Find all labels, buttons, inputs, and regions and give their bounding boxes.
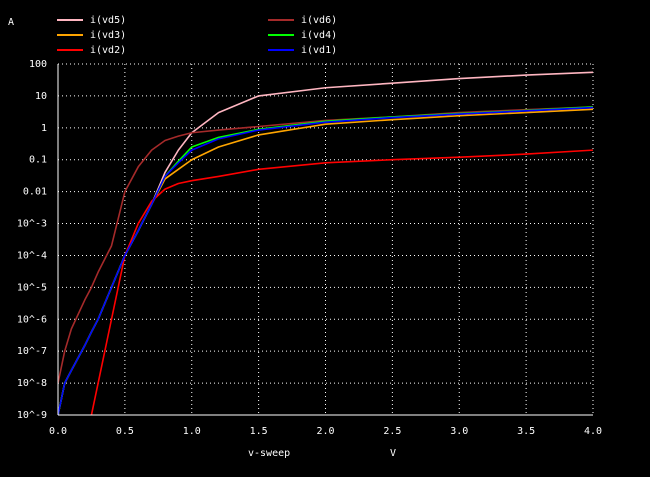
x-tick-label: 1.5 [250, 426, 268, 437]
x-axis-label: v-sweep [248, 448, 290, 459]
x-tick-label: 1.0 [183, 426, 201, 437]
legend-label: i(vd1) [301, 45, 337, 56]
series-line [90, 149, 593, 415]
axes [57, 64, 593, 416]
y-tick-label: 10^-8 [17, 378, 47, 389]
y-tick-label: 10^-4 [17, 250, 47, 261]
legend-label: i(vd4) [301, 30, 337, 41]
x-axis-unit: V [390, 448, 396, 459]
x-tick-label: 4.0 [584, 426, 602, 437]
y-tick-label: 10^-6 [17, 314, 47, 325]
x-tick-label: 3.5 [517, 426, 535, 437]
series-line [58, 106, 593, 415]
x-tick-label: 0.0 [49, 426, 67, 437]
legend-label: i(vd2) [90, 45, 126, 56]
plot-lines [58, 71, 593, 415]
y-tick-label: 10^-5 [17, 282, 47, 293]
grid [57, 63, 594, 416]
legend-label: i(vd5) [90, 15, 126, 26]
y-tick-label: 10 [35, 91, 47, 102]
y-tick-label: 10^-3 [17, 219, 47, 230]
y-tick-label: 10^-9 [17, 410, 47, 421]
x-tick-label: 3.0 [450, 426, 468, 437]
y-tick-label: 100 [29, 59, 47, 70]
x-tick-label: 0.5 [116, 426, 134, 437]
x-tick-label: 2.5 [383, 426, 401, 437]
y-axis-label: A [8, 17, 14, 28]
y-tick-label: 0.01 [23, 187, 47, 198]
x-tick-label: 2.0 [316, 426, 334, 437]
y-tick-label: 1 [41, 123, 47, 134]
legend-label: i(vd3) [90, 30, 126, 41]
legend-label: i(vd6) [301, 15, 337, 26]
y-tick-label: 10^-7 [17, 346, 47, 357]
y-tick-label: 0.1 [29, 155, 47, 166]
